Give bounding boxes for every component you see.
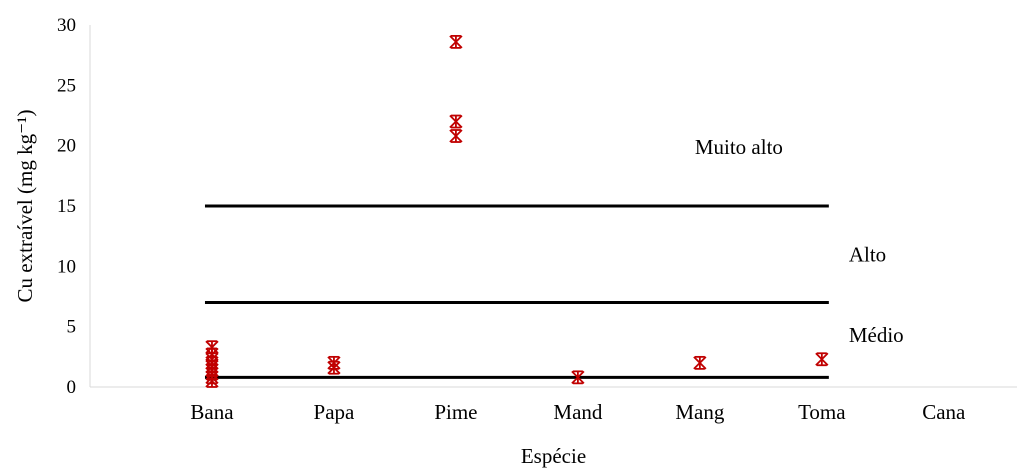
x-tick-label: Mand — [553, 400, 602, 424]
data-point — [449, 34, 463, 49]
y-tick-label: 20 — [57, 136, 76, 157]
x-tick-labels: Bana Papa Pime Mand Mang Toma Cana — [190, 400, 966, 424]
y-axis-title: Cu extraível (mg kg⁻¹) — [13, 110, 37, 303]
band-labels: Médio Alto Muito alto — [695, 135, 904, 347]
data-point — [205, 340, 219, 355]
band-label: Alto — [849, 242, 886, 266]
data-point — [449, 114, 463, 129]
data-point — [571, 370, 585, 385]
band-label: Médio — [849, 323, 904, 347]
x-tick-label: Cana — [922, 400, 966, 424]
data-point — [815, 352, 829, 367]
data-point — [693, 355, 707, 370]
band-label: Muito alto — [695, 135, 783, 159]
x-tick-label: Mang — [675, 400, 724, 424]
y-tick-labels: 0 5 10 15 20 25 30 — [57, 15, 76, 398]
y-tick-label: 5 — [67, 317, 77, 338]
data-point — [327, 355, 341, 370]
data-point — [449, 129, 463, 143]
y-tick-label: 10 — [57, 256, 76, 277]
x-tick-label: Pime — [434, 400, 477, 424]
y-tick-label: 0 — [67, 377, 77, 398]
x-tick-label: Toma — [798, 400, 846, 424]
threshold-lines — [204, 204, 829, 379]
y-tick-label: 25 — [57, 75, 76, 96]
y-tick-label: 30 — [57, 15, 76, 36]
x-tick-label: Papa — [314, 400, 356, 424]
x-tick-label: Bana — [190, 400, 234, 424]
y-tick-label: 15 — [57, 196, 76, 217]
data-points — [205, 34, 829, 388]
x-axis-title: Espécie — [521, 444, 586, 468]
axes — [89, 25, 1017, 388]
